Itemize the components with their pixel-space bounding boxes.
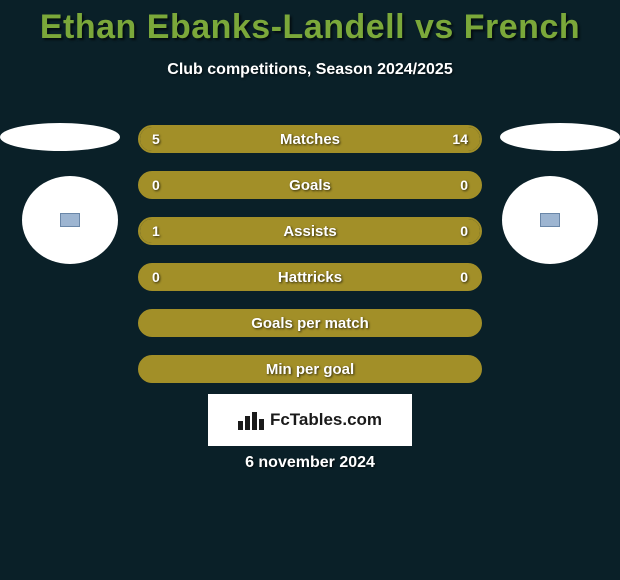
bar-value-right: 0 [460,265,468,289]
bar-value-left: 0 [152,173,160,197]
brand-banner: FcTables.com [208,394,412,446]
bar-label: Goals [140,173,480,197]
bar-label: Min per goal [140,357,480,381]
stat-bar-row: Assists1 0 [138,217,482,245]
bar-value-left: 0 [152,265,160,289]
bar-value-right: 14 [452,127,468,151]
club-flag-icon [60,213,80,227]
stat-bar-row: Hattricks0 0 [138,263,482,291]
player-photo-right [500,123,620,151]
stat-bar-row: Min per goal [138,355,482,383]
date-caption: 6 november 2024 [0,454,620,472]
stat-bar-row: Goals per match [138,309,482,337]
brand-text: FcTables.com [270,410,382,430]
club-flag-icon [540,213,560,227]
bar-label: Matches [140,127,480,151]
stat-bar-row: Matches5 14 [138,125,482,153]
bar-value-left: 1 [152,219,160,243]
subtitle: Club competitions, Season 2024/2025 [0,61,620,79]
bar-value-left: 5 [152,127,160,151]
bar-label: Hattricks [140,265,480,289]
club-badge-left [22,176,118,264]
bar-label: Goals per match [140,311,480,335]
bar-value-right: 0 [460,173,468,197]
stat-bar-row: Goals0 0 [138,171,482,199]
stat-bars: Matches514Goals00Assists10Hattricks00Goa… [138,125,482,401]
bar-label: Assists [140,219,480,243]
page-title: Ethan Ebanks-Landell vs French [0,0,620,47]
club-badge-right [502,176,598,264]
brand-bars-icon [238,410,264,430]
bar-value-right: 0 [460,219,468,243]
player-photo-left [0,123,120,151]
